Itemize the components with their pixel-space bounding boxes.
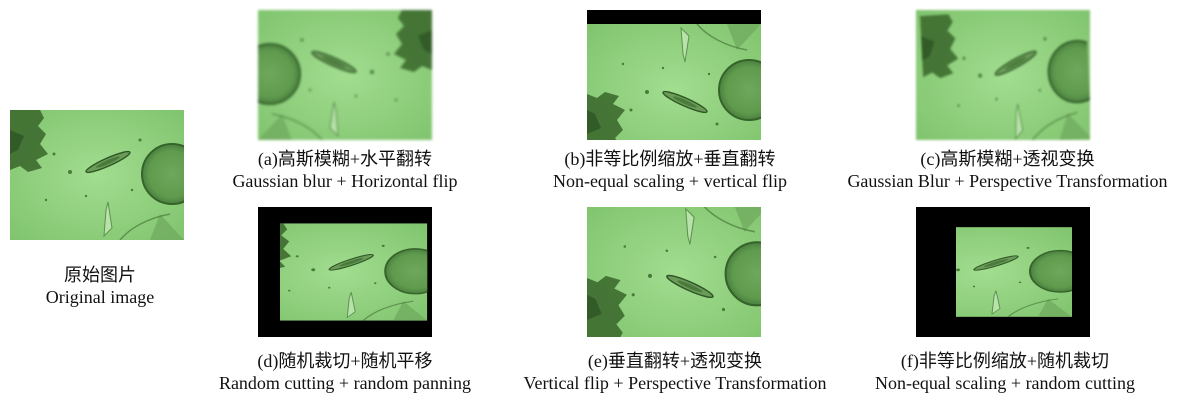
panel-f-caption: (f)非等比例缩放+随机裁切 Non-equal scaling + rando… — [840, 350, 1170, 394]
panel-d-image — [258, 207, 432, 337]
panel-e-caption: (e)垂直翻转+透视变换 Vertical flip + Perspective… — [490, 350, 860, 394]
panel-c-image — [916, 10, 1090, 140]
original-label-en: Original image — [45, 287, 155, 307]
original-image — [10, 110, 184, 240]
panel-d-label-cn: (d)随机裁切+随机平移 — [257, 351, 433, 371]
panel-a-label-cn: (a)高斯模糊+水平翻转 — [257, 149, 433, 169]
panel-f-image — [916, 207, 1090, 337]
panel-f-label-cn: (f)非等比例缩放+随机裁切 — [900, 351, 1110, 371]
panel-a-label-en: Gaussian blur + Horizontal flip — [232, 171, 458, 191]
panel-b-label-en: Non-equal scaling + vertical flip — [552, 171, 788, 191]
panel-f-label-en: Non-equal scaling + random cutting — [874, 373, 1136, 393]
panel-c-caption: (c)高斯模糊+透视变换 Gaussian Blur + Perspective… — [815, 148, 1200, 192]
panel-b-caption: (b)非等比例缩放+垂直翻转 Non-equal scaling + verti… — [520, 148, 820, 192]
original-label-cn: 原始图片 — [64, 265, 136, 285]
original-caption: 原始图片 Original image — [0, 264, 200, 308]
panel-c-label-cn: (c)高斯模糊+透视变换 — [920, 149, 1095, 169]
panel-b-label-cn: (b)非等比例缩放+垂直翻转 — [564, 149, 776, 169]
panel-a-caption: (a)高斯模糊+水平翻转 Gaussian blur + Horizontal … — [215, 148, 475, 192]
panel-d-label-en: Random cutting + random panning — [218, 373, 472, 393]
panel-d-caption: (d)随机裁切+随机平移 Random cutting + random pan… — [195, 350, 495, 394]
panel-e-label-en: Vertical flip + Perspective Transformati… — [523, 373, 827, 393]
panel-e-label-cn: (e)垂直翻转+透视变换 — [587, 351, 763, 371]
panel-a-image — [258, 10, 432, 140]
panel-b-image — [587, 10, 761, 140]
panel-c-label-en: Gaussian Blur + Perspective Transformati… — [847, 171, 1168, 191]
panel-e-image — [587, 207, 761, 337]
